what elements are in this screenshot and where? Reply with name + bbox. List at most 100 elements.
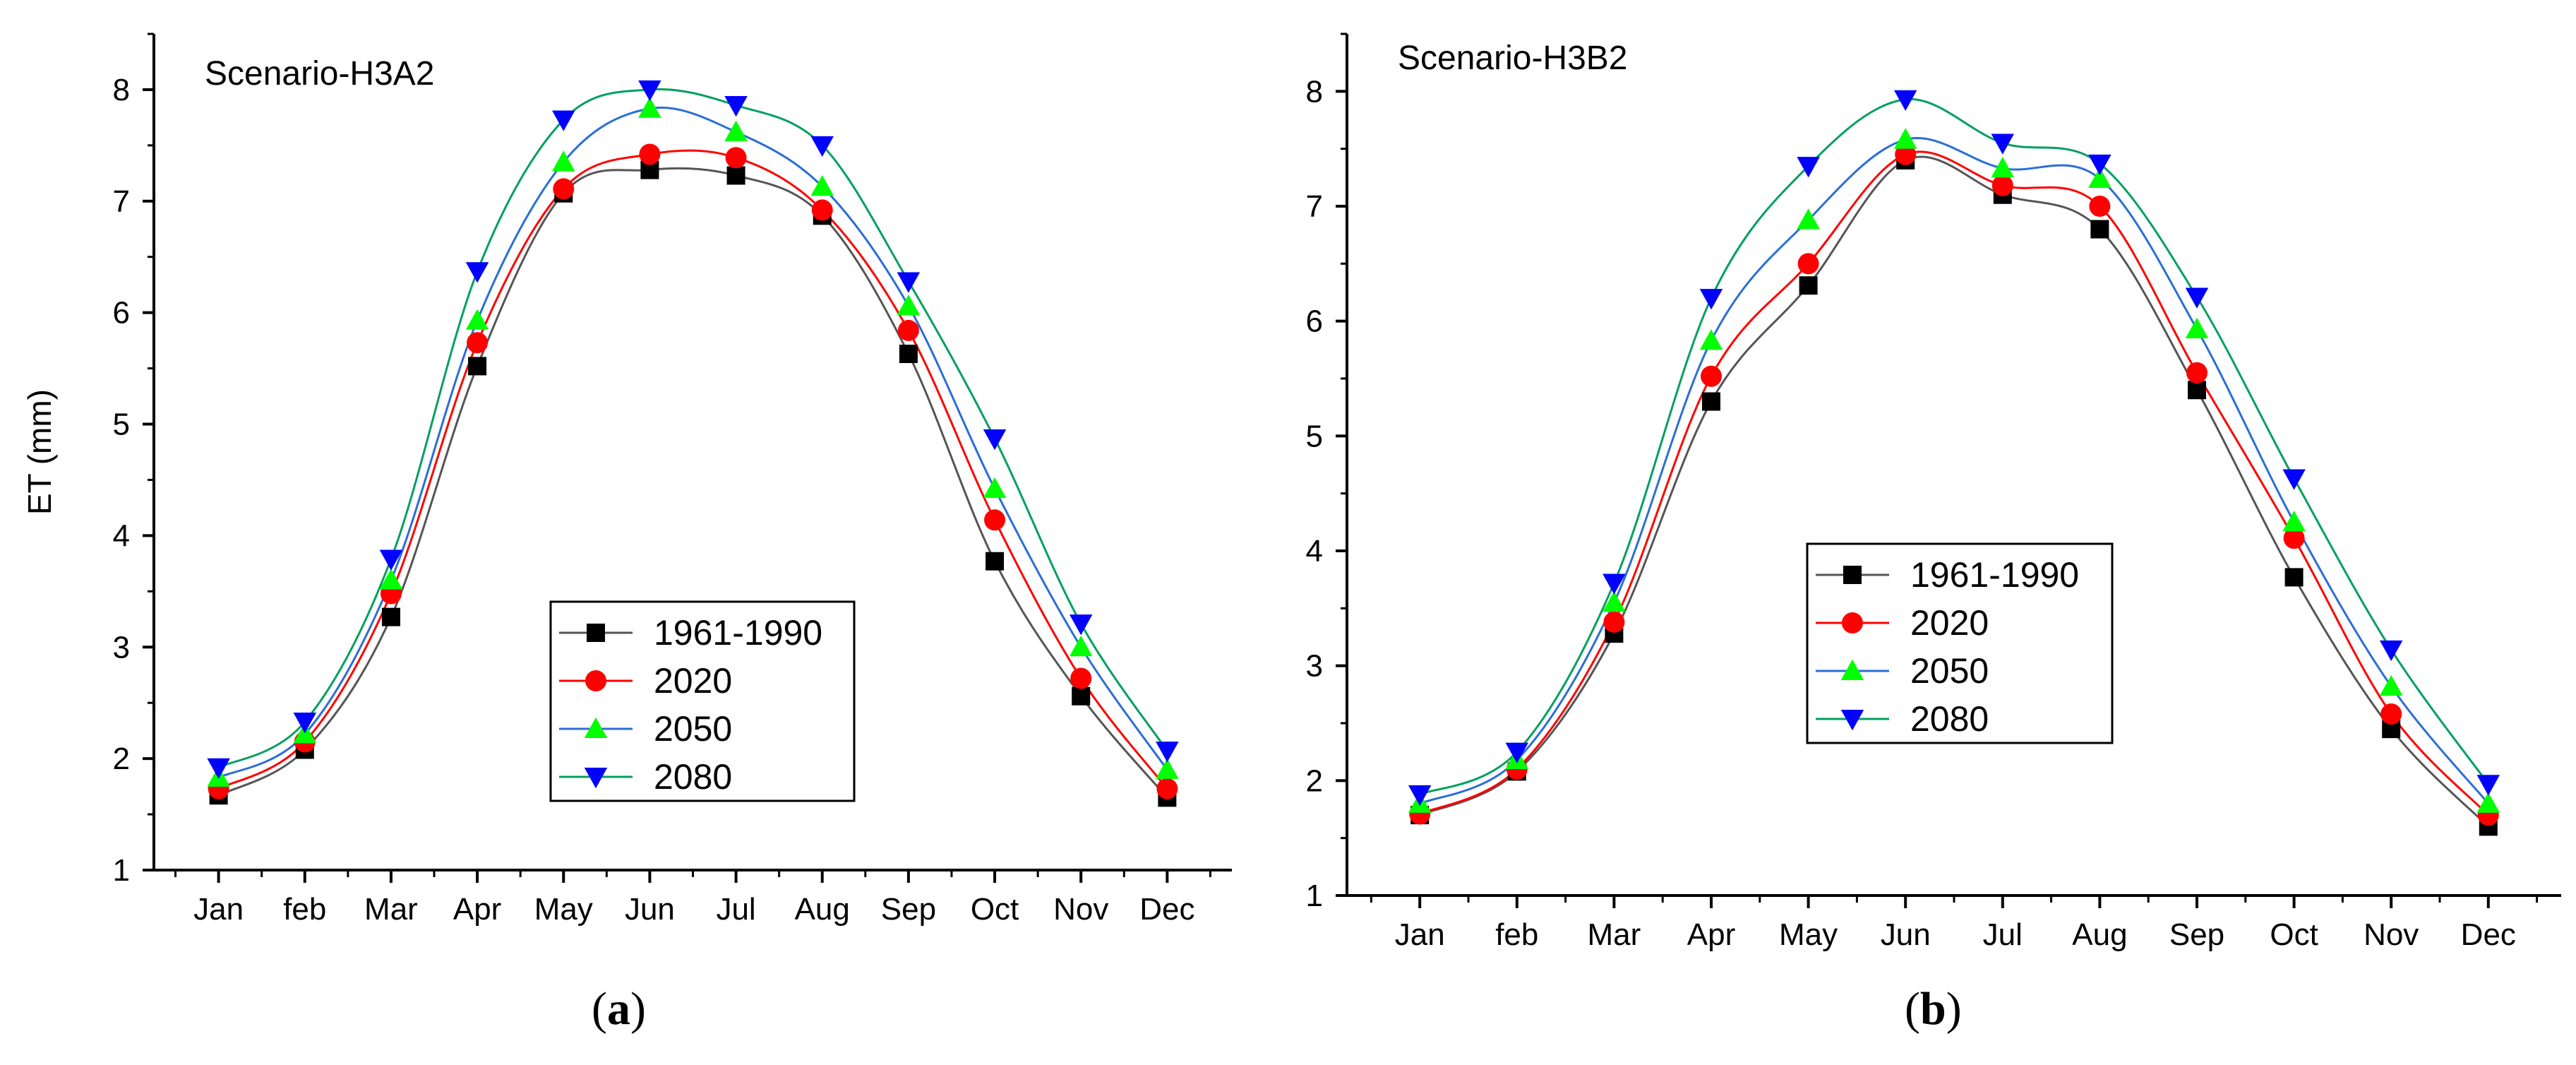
data-point <box>899 345 918 364</box>
data-point <box>2284 568 2304 587</box>
legend-label: 2050 <box>1910 651 1989 691</box>
y-tick-label: 1 <box>113 853 130 888</box>
data-point <box>984 509 1006 531</box>
data-point <box>2282 511 2306 532</box>
data-point <box>1069 614 1093 636</box>
data-point <box>724 120 748 141</box>
data-point <box>638 97 661 118</box>
legend-label: 1961-1990 <box>1910 555 2079 595</box>
data-point <box>1156 742 1179 763</box>
data-point <box>1799 276 1818 295</box>
data-point <box>725 147 747 169</box>
x-tick-label: Apr <box>1687 917 1735 952</box>
data-point <box>897 272 921 293</box>
legend-marker <box>585 670 606 691</box>
data-point <box>897 319 919 341</box>
panel-a: 1 2 3 4 5 6 7 8 Jan feb Mar Apr May Jun Jul Aug Sep Oct No… <box>21 32 1232 1035</box>
y-tick-label: 5 <box>113 407 130 442</box>
data-point <box>726 166 745 185</box>
x-tick-label: May <box>1779 917 1838 952</box>
data-point <box>552 110 575 131</box>
legend-label: 2050 <box>654 709 732 749</box>
legend-label: 2020 <box>654 661 732 701</box>
data-point <box>1602 590 1626 612</box>
x-tick-label: Jul <box>1983 917 2023 952</box>
x-tick-label: Aug <box>2072 917 2127 952</box>
legend-marker <box>584 717 608 738</box>
x-tick-label: Oct <box>971 892 1019 927</box>
x-tick-label: Mar <box>364 892 418 927</box>
y-tick-label: 5 <box>1306 419 1323 453</box>
x-tick-label: feb <box>283 892 326 927</box>
legend-label: 2020 <box>1910 603 1989 643</box>
data-point <box>638 80 661 102</box>
x-tick-label: Jan <box>193 892 244 927</box>
data-point <box>1156 758 1179 779</box>
y-tick-label: 6 <box>113 296 130 331</box>
data-point <box>724 96 748 117</box>
data-point <box>1505 742 1529 763</box>
data-point <box>1699 289 1723 310</box>
legend-label: 2080 <box>654 757 732 797</box>
data-point <box>2088 167 2111 188</box>
x-tick-label: Nov <box>2364 917 2419 952</box>
data-point <box>1701 365 1722 387</box>
y-tick-label: 4 <box>113 518 130 553</box>
y-tick-label: 8 <box>113 73 130 107</box>
data-point <box>2089 196 2111 217</box>
data-point <box>2090 220 2109 239</box>
x-tick-label: May <box>534 892 593 927</box>
x-tick-label: Dec <box>1139 892 1194 927</box>
data-point <box>1991 174 2013 196</box>
y-tick-label: 8 <box>1306 74 1323 109</box>
data-point <box>986 552 1005 571</box>
data-point <box>467 332 489 354</box>
data-point <box>1991 133 2015 155</box>
data-point <box>293 713 317 734</box>
data-point <box>2188 381 2206 400</box>
data-point <box>639 143 661 165</box>
data-point <box>2283 528 2305 549</box>
legend-marker <box>1842 612 1863 633</box>
legend-label: 2080 <box>1910 699 1989 739</box>
data-point <box>465 262 489 283</box>
data-point <box>2282 469 2306 490</box>
data-point <box>1603 611 1625 633</box>
data-point <box>811 199 833 221</box>
legend-marker <box>584 768 608 789</box>
data-point <box>379 549 403 571</box>
data-point <box>1895 143 1917 165</box>
panel-caption: (a) <box>592 983 646 1035</box>
panel-title: Scenario-H3A2 <box>205 55 435 93</box>
data-point <box>468 357 487 376</box>
legend-marker <box>1840 710 1864 731</box>
x-tick-label: Aug <box>795 892 850 927</box>
data-point <box>983 429 1007 451</box>
data-point <box>1797 253 1819 275</box>
y-tick-label: 6 <box>1306 304 1323 339</box>
panel-title: Scenario-H3B2 <box>1398 40 1628 77</box>
y-tick-label: 3 <box>1306 649 1323 684</box>
x-tick-label: Jun <box>625 892 675 927</box>
data-point <box>1069 636 1093 657</box>
data-point <box>2185 287 2209 309</box>
data-point <box>1072 686 1091 706</box>
legend-marker <box>1843 566 1862 584</box>
data-point <box>2379 674 2403 696</box>
panel-b: 1 2 3 4 5 6 7 8 Jan feb Mar Apr May Jun Jul Aug Sep Oct No… <box>1306 32 2561 1035</box>
data-point <box>1991 157 2015 178</box>
x-tick-label: Jun <box>1881 917 1931 952</box>
x-tick-label: Mar <box>1588 917 1641 952</box>
data-point <box>2088 154 2111 176</box>
x-tick-label: Sep <box>2169 917 2224 952</box>
data-point <box>2380 703 2402 725</box>
data-point <box>1699 329 1723 350</box>
data-point <box>1893 128 1917 149</box>
x-tick-label: feb <box>1495 917 1538 952</box>
x-tick-label: Dec <box>2461 917 2516 952</box>
data-point <box>2379 640 2403 662</box>
data-point <box>552 150 575 172</box>
data-point <box>1893 90 1917 111</box>
panel-caption: (b) <box>1905 983 1962 1035</box>
